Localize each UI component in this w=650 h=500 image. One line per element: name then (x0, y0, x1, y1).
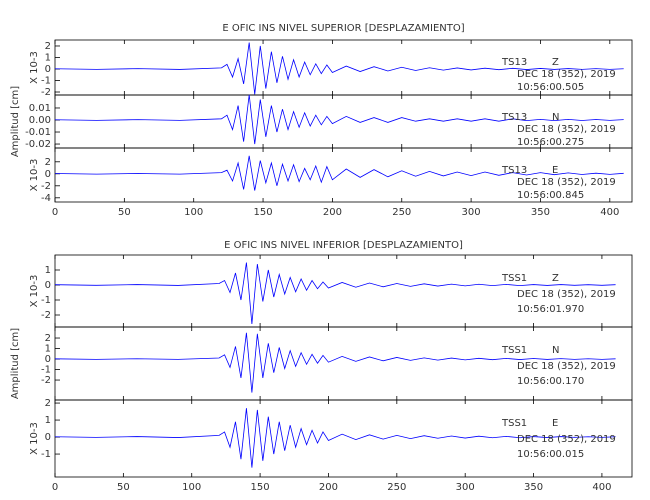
y-tick-label: 2 (45, 398, 51, 409)
station: TSS1 (501, 273, 527, 284)
x-tick-label: 250 (392, 207, 411, 218)
date: DEC 18 (352), 2019 (517, 289, 616, 300)
trace (54, 262, 616, 325)
subplot-frame (54, 399, 633, 478)
trace (54, 94, 624, 145)
component: E (552, 165, 558, 176)
x-tick-label: 400 (592, 482, 611, 493)
y-tick-label: 0 (45, 169, 51, 180)
component: Z (552, 57, 559, 68)
subplot-frame (54, 147, 633, 203)
x-tick-label: 200 (323, 207, 342, 218)
y-tick-label: 2 (45, 41, 51, 52)
y-tick-label: 0 (45, 432, 51, 443)
y-tick-label: -4 (41, 193, 51, 204)
y-tick-label: 2 (45, 333, 51, 344)
y-tick-label: -0.02 (25, 139, 51, 150)
date: DEC 18 (352), 2019 (517, 177, 616, 188)
time: 10:56:00.170 (517, 376, 584, 387)
y-tick-label: 1 (45, 344, 51, 355)
component: N (552, 345, 559, 356)
y-axis-label: Amplitud [cm] (10, 86, 21, 157)
y-tick-label: 0 (45, 280, 51, 291)
y-tick-label: 0.00 (29, 115, 51, 126)
component: E (552, 418, 558, 429)
trace (54, 42, 624, 95)
scale-label: X 10-3 (29, 275, 40, 308)
x-tick-label: 150 (251, 482, 270, 493)
x-tick-label: 0 (52, 207, 58, 218)
x-tick-label: 300 (456, 482, 475, 493)
scale-label: X 10-3 (29, 159, 40, 192)
x-tick-label: 350 (531, 207, 550, 218)
date: DEC 18 (352), 2019 (517, 69, 616, 80)
station: TSS1 (501, 418, 527, 429)
y-tick-label: -1 (41, 449, 51, 460)
y-tick-label: -1 (41, 295, 51, 306)
station: TS13 (501, 112, 527, 123)
x-tick-label: 150 (254, 207, 273, 218)
y-tick-label: -2 (41, 375, 51, 386)
y-tick-label: -1 (41, 365, 51, 376)
time: 10:56:00.845 (517, 190, 584, 201)
x-tick-label: 350 (524, 482, 543, 493)
y-tick-label: 1 (45, 265, 51, 276)
x-tick-label: 300 (462, 207, 481, 218)
y-tick-label: 2 (45, 157, 51, 168)
x-tick-label: 200 (319, 482, 338, 493)
x-tick-label: 50 (118, 207, 131, 218)
station: TS13 (501, 57, 527, 68)
y-tick-label: -2 (41, 87, 51, 98)
y-tick-label: 1 (45, 52, 51, 63)
x-tick-label: 250 (387, 482, 406, 493)
trace (54, 332, 616, 393)
component: N (552, 112, 559, 123)
time: 10:56:00.505 (517, 82, 584, 93)
date: DEC 18 (352), 2019 (517, 361, 616, 372)
trace (54, 155, 624, 191)
x-tick-label: 50 (117, 482, 130, 493)
scale-label: X 10-3 (29, 422, 40, 455)
x-tick-label: 100 (184, 207, 203, 218)
time: 10:56:01.970 (517, 304, 584, 315)
time: 10:56:00.275 (517, 137, 584, 148)
component: Z (552, 273, 559, 284)
x-tick-label: 100 (182, 482, 201, 493)
station: TSS1 (501, 345, 527, 356)
y-tick-label: 0 (45, 354, 51, 365)
y-tick-label: 1 (45, 415, 51, 426)
trace (54, 408, 616, 468)
chart-title: E OFIC INS NIVEL SUPERIOR [DESPLAZAMIENT… (222, 23, 464, 34)
scale-label: X 10-3 (29, 51, 40, 84)
y-tick-label: 0.01 (29, 103, 51, 114)
station: TS13 (501, 165, 527, 176)
y-tick-label: -2 (41, 181, 51, 192)
x-tick-label: 0 (52, 482, 58, 493)
time: 10:56:00.015 (517, 449, 584, 460)
y-tick-label: -2 (41, 310, 51, 321)
date: DEC 18 (352), 2019 (517, 124, 616, 135)
x-tick-label: 400 (600, 207, 619, 218)
date: DEC 18 (352), 2019 (517, 434, 616, 445)
chart-title: E OFIC INS NIVEL INFERIOR [DESPLAZAMIENT… (224, 240, 463, 251)
y-tick-label: -0.01 (25, 127, 51, 138)
y-tick-label: -1 (41, 76, 51, 87)
y-axis-label: Amplitud [cm] (10, 328, 21, 399)
y-tick-label: 0 (45, 64, 51, 75)
